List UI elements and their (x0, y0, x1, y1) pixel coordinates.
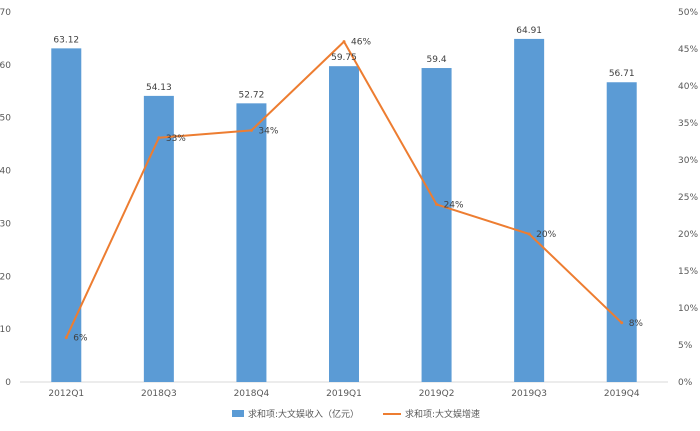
line-data-label: 24% (444, 200, 464, 210)
y-left-tick-label: 60 (0, 61, 11, 71)
bar-data-label: 64.91 (516, 26, 542, 36)
bar (514, 38, 545, 382)
y-right-tick-label: 20% (678, 230, 698, 240)
line-point (157, 136, 161, 140)
line-point (527, 232, 531, 236)
bar-data-label: 54.13 (146, 83, 172, 93)
x-tick-label: 2019Q3 (511, 389, 547, 399)
x-tick-label: 2018Q4 (234, 389, 270, 399)
line-data-label: 8% (629, 319, 644, 329)
x-tick-label: 2019Q1 (326, 389, 362, 399)
y-right-tick-label: 5% (678, 341, 693, 351)
bar (421, 68, 452, 383)
y-left-tick-label: 10 (0, 325, 11, 335)
x-tick-label: 2019Q4 (604, 389, 640, 399)
x-tick-label: 2018Q3 (141, 389, 177, 399)
line-point (64, 336, 68, 340)
bar (143, 95, 174, 383)
y-right-tick-label: 15% (678, 267, 698, 277)
line-data-label: 46% (351, 38, 371, 48)
line-point (620, 321, 624, 325)
legend-bar-swatch (232, 410, 244, 417)
line-data-label: 20% (536, 230, 556, 240)
y-left-tick-label: 30 (0, 219, 11, 229)
y-right-tick-label: 25% (678, 193, 698, 203)
y-right-tick-label: 35% (678, 119, 698, 129)
line-data-label: 6% (73, 334, 88, 344)
legend-bar-label: 求和项:大文娱收入（亿元） (248, 408, 359, 420)
legend: 求和项:大文娱收入（亿元） 求和项:大文娱增速 (232, 408, 480, 420)
x-tick-label: 2019Q2 (419, 389, 455, 399)
x-tick-label: 2012Q1 (48, 389, 84, 399)
y-right-tick-label: 40% (678, 82, 698, 92)
data-labels: 63.12 54.13 52.72 59.75 59.4 64.91 56.71 6% 33% 3… (53, 26, 643, 344)
bar-data-label: 52.72 (239, 90, 265, 100)
bar-data-label: 59.75 (331, 53, 357, 63)
line-point (435, 202, 439, 206)
line-point (342, 40, 346, 44)
y-right-tick-label: 45% (678, 45, 698, 55)
y-right-tick-label: 30% (678, 156, 698, 166)
bar-data-label: 63.12 (53, 35, 79, 45)
y-right-tick-label: 50% (678, 8, 698, 18)
line-point (249, 128, 253, 132)
y-left-tick-label: 0 (5, 378, 11, 388)
bar-series (51, 38, 637, 383)
y-left-tick-label: 40 (0, 167, 11, 177)
bar (329, 66, 359, 382)
y-left-tick-label: 20 (0, 272, 11, 282)
y-right-tick-label: 0% (678, 378, 693, 388)
legend-line-label: 求和项:大文娱增速 (405, 408, 480, 420)
bar-data-label: 56.71 (609, 69, 635, 79)
y-left-tick-label: 70 (0, 8, 11, 18)
axes: 0 10 20 30 40 50 60 70 0% 5% 10% 15% 20% 25% 30% 35% 40%… (0, 8, 698, 399)
bar-data-label: 59.4 (427, 55, 447, 65)
line-data-label: 33% (166, 134, 186, 144)
line-data-label: 34% (258, 126, 278, 136)
y-right-tick-label: 10% (678, 304, 698, 314)
line-series (64, 40, 624, 340)
bar (236, 103, 267, 382)
y-left-tick-label: 50 (0, 114, 11, 124)
bar (606, 82, 637, 383)
bar (51, 48, 82, 382)
